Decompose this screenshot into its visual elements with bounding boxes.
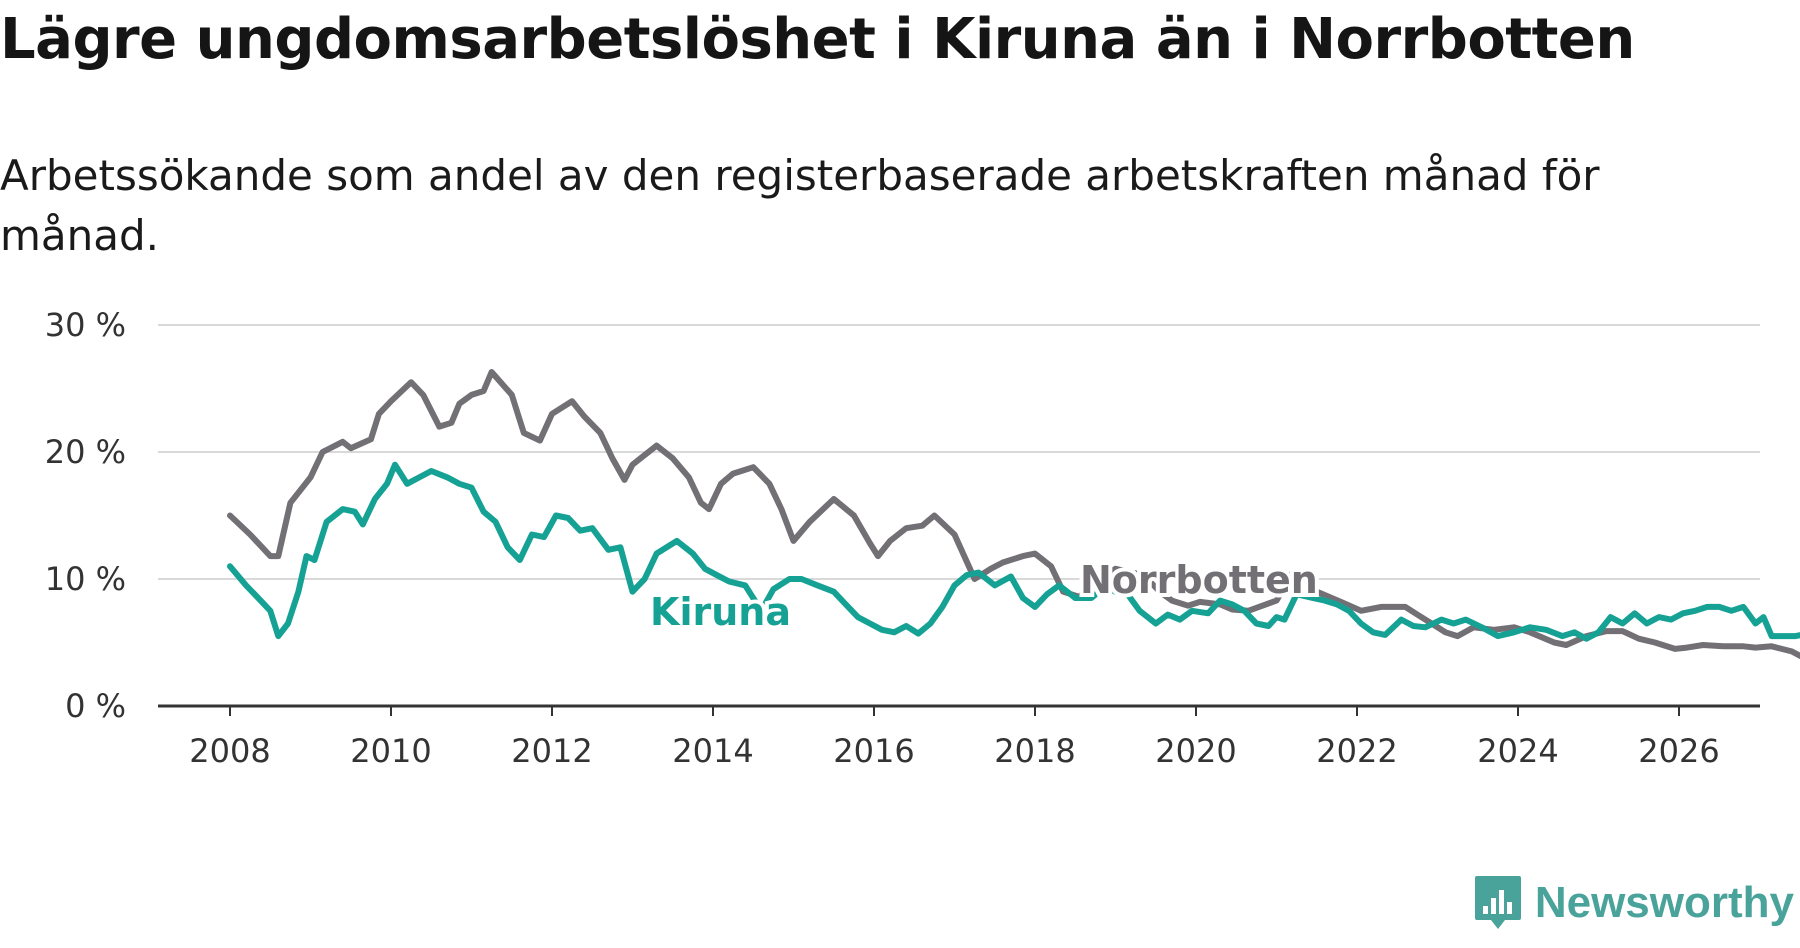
brand-name: Newsworthy: [1534, 878, 1794, 927]
x-tick-label: 2018: [994, 732, 1075, 770]
series-line-kiruna: [227, 461, 1800, 642]
x-tick-label: 2016: [833, 732, 914, 770]
x-tick-label: 2008: [189, 732, 270, 770]
newsworthy-logo-icon: [1474, 876, 1521, 929]
x-tick-label: 2010: [350, 732, 431, 770]
y-tick-label: 10 %: [45, 560, 126, 598]
x-tick-label: 2024: [1477, 732, 1558, 770]
y-tick-label: 30 %: [45, 306, 126, 344]
series-name-label: Norrbotten: [1080, 558, 1318, 602]
series-line-norrbotten: [227, 369, 1800, 660]
x-tick-label: 2020: [1155, 732, 1236, 770]
x-tick-label: 2022: [1316, 732, 1397, 770]
series-name-label: Kiruna: [650, 590, 791, 634]
chart-title: Lägre ungdomsarbetslöshet i Kiruna än i …: [0, 7, 1635, 72]
y-tick-label: 0 %: [65, 687, 126, 725]
chart-subtitle: Arbetssökande som andel av den registerb…: [0, 151, 1600, 260]
brand-logo: Newsworthy: [1473, 874, 1794, 932]
x-tick-label: 2026: [1638, 732, 1719, 770]
x-tick-label: 2014: [672, 732, 753, 770]
y-tick-label: 20 %: [45, 433, 126, 471]
x-tick-label: 2012: [511, 732, 592, 770]
